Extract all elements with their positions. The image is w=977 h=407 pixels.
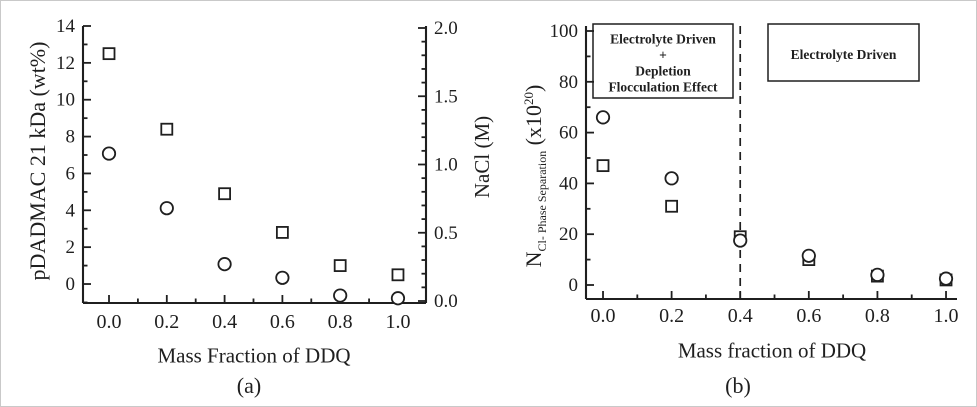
panel-a-right-tick-label: 1.5 bbox=[434, 86, 458, 107]
panel-b-circle-marker bbox=[938, 271, 954, 286]
panel-a-square-marker bbox=[218, 187, 231, 201]
panel-a-circle-marker bbox=[275, 270, 290, 285]
panel-a-xaxis-label: Mass Fraction of DDQ bbox=[157, 343, 351, 368]
panel-b-x-tick-label: 0.0 bbox=[591, 305, 616, 327]
panel-a-right-tick-label: 0.5 bbox=[434, 223, 458, 244]
panel-b-circle-marker bbox=[870, 267, 885, 282]
panel-a-square-marker bbox=[102, 47, 116, 61]
panel-b-region-box-label: Depletion bbox=[635, 64, 691, 79]
panel-b-region-box-label: Electrolyte Driven bbox=[610, 32, 716, 47]
panel-a-left-tick-label: 8 bbox=[66, 127, 76, 148]
panel-b-caption: (b) bbox=[725, 373, 751, 398]
panel-a-left-tick-label: 12 bbox=[56, 53, 75, 74]
panel-a-caption: (a) bbox=[236, 373, 262, 398]
panel-b-square-marker bbox=[665, 199, 679, 213]
panel-a-square-marker bbox=[160, 122, 174, 136]
panel-b-region-box-label: + bbox=[659, 48, 667, 63]
panel-a-x-tick-label: 0.2 bbox=[154, 311, 179, 333]
panel-a-right-tick-label: 1.0 bbox=[434, 155, 458, 176]
panel-b-region-box-label: Electrolyte Driven bbox=[791, 47, 897, 62]
panel-b-left-tick-label: 80 bbox=[559, 72, 578, 93]
panel-a-left-tick-label: 4 bbox=[66, 200, 76, 221]
panel-a-left-tick-label: 10 bbox=[56, 90, 75, 111]
panel-a-circle-marker bbox=[101, 146, 117, 161]
panel-b-circle-marker bbox=[801, 248, 816, 263]
panel-b-circle-marker bbox=[664, 171, 679, 186]
panel-b-circle-marker bbox=[733, 233, 748, 248]
panel-b-xaxis-label: Mass fraction of DDQ bbox=[677, 338, 867, 363]
panel-a-x-tick-label: 0.6 bbox=[270, 311, 295, 333]
panel-b-left-axis-title: NCl- Phase Separation (x1020) bbox=[521, 85, 549, 268]
panel-b-region-box-label: Flocculation Effect bbox=[608, 80, 718, 95]
panel-a-left-tick-label: 0 bbox=[66, 274, 76, 295]
panel-a-right-tick-label: 2.0 bbox=[434, 18, 458, 39]
panel-a-circle-marker bbox=[159, 201, 174, 216]
panel-b-left-tick-label: 20 bbox=[559, 224, 578, 245]
panel-b-left-tick-label: 40 bbox=[559, 173, 578, 194]
panel-a-circle-marker bbox=[217, 257, 232, 272]
panel-a-x-tick-label: 0.0 bbox=[97, 311, 122, 333]
panel-a-right-axis-title: NaCl (M) bbox=[470, 116, 494, 198]
panel-a-x-tick-label: 0.4 bbox=[212, 311, 237, 333]
panel-b-square-marker bbox=[596, 159, 610, 173]
panel-b-circle-marker bbox=[595, 110, 611, 125]
panel-b-region-box bbox=[592, 23, 734, 99]
panel-b-region-box bbox=[767, 23, 920, 82]
panel-a-left-axis-title: pDADMAC 21 kDa (wt%) bbox=[25, 42, 50, 281]
panel-a-x-tick-label: 1.0 bbox=[385, 311, 410, 333]
panel-b-x-tick-label: 0.8 bbox=[865, 305, 890, 327]
panel-b-x-tick-label: 1.0 bbox=[934, 305, 959, 327]
panel-b-x-tick-label: 0.4 bbox=[728, 305, 753, 327]
panel-a-circle-marker bbox=[333, 288, 348, 303]
panel-a-left-tick-label: 2 bbox=[66, 237, 76, 258]
panel-a-square-marker bbox=[333, 259, 347, 272]
panel-a-right-tick-label: 0.0 bbox=[434, 291, 458, 312]
panel-a-circle-marker bbox=[390, 291, 406, 306]
panel-b-left-tick-label: 60 bbox=[559, 123, 578, 144]
panel-a-square-marker bbox=[391, 268, 405, 282]
panel-a-square-marker bbox=[275, 226, 289, 239]
panel-b-x-tick-label: 0.6 bbox=[796, 305, 821, 327]
panel-a-x-tick-label: 0.8 bbox=[328, 311, 353, 333]
panel-a-left-tick-label: 6 bbox=[66, 163, 76, 184]
panel-b-left-tick-label: 100 bbox=[550, 21, 579, 42]
panel-a-left-tick-label: 14 bbox=[56, 16, 76, 37]
panel-b-x-tick-label: 0.2 bbox=[659, 305, 684, 327]
panel-b-left-tick-label: 0 bbox=[569, 275, 579, 296]
